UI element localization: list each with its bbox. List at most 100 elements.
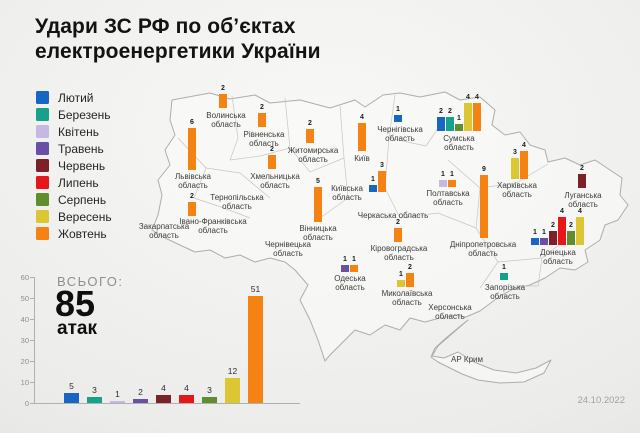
strike-bar-odeska-may: 1 <box>341 256 349 272</box>
oblast-label-line: Дніпропетровська <box>449 240 517 249</box>
strike-bar-value: 2 <box>448 108 452 115</box>
summary-heading: ВСЬОГО: <box>57 274 124 289</box>
legend-label-oct: Жовтень <box>58 226 107 241</box>
legend-label-feb: Лютий <box>58 90 94 105</box>
legend-swatch-oct <box>36 227 49 240</box>
strike-bar-value: 1 <box>399 271 403 278</box>
legend-item-jun: Червень <box>36 158 112 173</box>
oblast-label-line: Донецька <box>540 248 576 257</box>
strike-bar-kyiv-city-oct: 4 <box>358 114 366 151</box>
strike-bar-mykolaivska-oct: 2 <box>406 264 414 287</box>
strike-bar-value: 2 <box>439 108 443 115</box>
oblast-label-line: область <box>332 193 362 202</box>
oblast-label-line: Чернівецька <box>265 240 311 249</box>
strike-bar-value: 4 <box>475 94 479 101</box>
strike-bar-vinnytska-oct: 5 <box>314 178 322 222</box>
oblast-bars-zaporizka: 1 <box>500 264 508 280</box>
chart-bar-jul <box>179 394 194 403</box>
oblast-label-line: Рівненська <box>243 130 285 139</box>
oblast-label-line: Волинська <box>206 111 246 120</box>
chart-bar-may <box>133 398 148 403</box>
oblast-label-line: область <box>385 134 415 143</box>
oblast-label-line: область <box>384 253 414 262</box>
oblast-label-line: область <box>568 200 598 209</box>
oblast-label-line: Херсонська <box>428 303 472 312</box>
chart-bar-mar <box>87 396 102 403</box>
strike-bar-sumska-sep: 4 <box>464 94 472 131</box>
oblast-label-line: Вінницька <box>299 224 337 233</box>
strike-bar-kyivska-feb: 1 <box>369 176 377 192</box>
oblast-label-line: область <box>273 249 303 258</box>
y-tickmark-20 <box>30 361 34 362</box>
legend-item-apr: Квітень <box>36 125 112 139</box>
strike-bar-value: 1 <box>457 115 461 122</box>
oblast-label-line: АР Крим <box>451 355 483 364</box>
oblast-label-zakarpatska: Закарпатська область <box>139 222 189 240</box>
strike-bar-ternopilska-oct: 2 <box>188 193 196 216</box>
oblast-label-line: Харківська <box>497 181 537 190</box>
oblast-label-line: Чернігівська <box>377 125 423 134</box>
strike-bar-kyivska-oct: 3 <box>378 162 386 192</box>
y-tickmark-30 <box>30 340 34 341</box>
oblast-label-kyivska: Київська область <box>331 184 363 202</box>
legend-swatch-may <box>36 142 49 155</box>
oblast-label-line: область <box>298 155 328 164</box>
oblast-label-krym: АР Крим <box>451 355 483 364</box>
strike-bar-value: 6 <box>190 119 194 126</box>
oblast-label-volynska: Волинська область <box>206 111 245 129</box>
chart-bar-value-may: 2 <box>138 386 143 397</box>
strike-bar-poltavska-oct: 1 <box>448 171 456 187</box>
strike-bar-kirovohradska-oct: 2 <box>394 219 402 242</box>
strike-bar-value: 3 <box>380 162 384 169</box>
legend-item-may: Травень <box>36 142 112 156</box>
chart-bar-feb <box>64 392 79 403</box>
y-tickmark-10 <box>30 382 34 383</box>
oblast-label-zhytomyrska: Житомирська область <box>288 146 339 164</box>
strike-bar-kharkivska-oct: 4 <box>520 142 528 179</box>
strike-bar-mykolaivska-sep: 1 <box>397 271 405 287</box>
strike-bar-value: 1 <box>533 229 537 236</box>
legend-label-jul: Липень <box>58 175 99 190</box>
page-title-line2: електроенергетики України <box>35 40 321 63</box>
y-tick-label-50: 50 <box>20 294 29 303</box>
oblast-label-line: область <box>435 312 465 321</box>
strike-bar-sumska-oct: 4 <box>473 94 481 131</box>
strike-bar-dnipropetrovska-oct: 9 <box>480 166 488 238</box>
date-label: 24.10.2022 <box>577 395 625 406</box>
strike-bar-value: 4 <box>560 208 564 215</box>
oblast-label-line: Закарпатська <box>138 222 190 231</box>
oblast-bars-zhytomyrska: 2 <box>306 120 314 143</box>
strike-bar-value: 2 <box>270 146 274 153</box>
strike-bar-khmelnytska-oct: 2 <box>268 146 276 169</box>
strike-bar-sumska-aug: 1 <box>455 115 463 131</box>
oblast-label-line: область <box>249 139 279 148</box>
strike-bar-value: 2 <box>396 219 400 226</box>
strike-bar-value: 2 <box>190 193 194 200</box>
oblast-label-line: Івано-Франківська <box>179 217 247 226</box>
legend-item-sep: Вересень <box>36 210 112 224</box>
oblast-label-line: Кіровоградська <box>370 244 428 253</box>
oblast-label-line: Луганська <box>564 191 602 200</box>
legend-swatch-sep <box>36 210 49 223</box>
chart-bar-value-jul: 4 <box>184 382 189 393</box>
oblast-label-zaporizka: Запорізька область <box>485 283 525 301</box>
strike-bar-value: 5 <box>316 178 320 185</box>
oblast-label-line: Київ <box>354 154 370 163</box>
legend-label-jun: Червень <box>58 158 106 173</box>
oblast-label-line: Полтавська <box>426 189 470 198</box>
strike-bar-value: 1 <box>343 256 347 263</box>
chart-bar-value-mar: 3 <box>92 384 97 395</box>
legend-swatch-apr <box>36 125 49 138</box>
strike-bar-rivnenska-oct: 2 <box>258 104 266 127</box>
oblast-bars-ternopilska: 2 <box>188 193 196 216</box>
legend-label-aug: Серпень <box>58 192 107 207</box>
strike-bar-value: 9 <box>482 166 486 173</box>
chart-bar-value-feb: 5 <box>69 380 74 391</box>
strike-bar-odeska-oct: 1 <box>350 256 358 272</box>
legend-swatch-feb <box>36 91 49 104</box>
y-tick-label-40: 40 <box>20 315 29 324</box>
strike-bar-donetska-feb: 1 <box>531 229 539 245</box>
legend-swatch-mar <box>36 108 49 121</box>
oblast-bars-dnipropetrovska: 9 <box>480 166 488 238</box>
